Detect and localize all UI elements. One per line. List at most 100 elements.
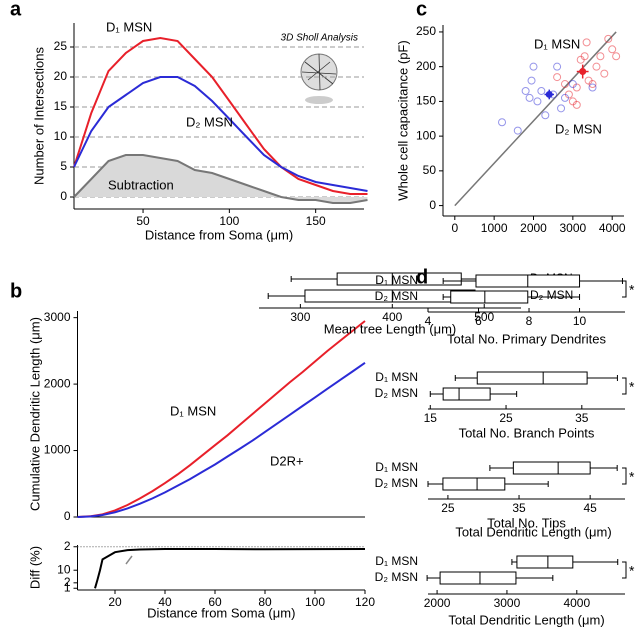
box-name: D₁ MSN [375,554,418,568]
x-tick-label: 50 [136,214,150,228]
neuron-icon [300,53,338,104]
y-tick-label: 2 [64,575,71,589]
series-label: Subtraction [108,177,174,192]
box [336,272,462,286]
point [498,118,507,127]
point [580,52,589,61]
x-tick-label: 2000 [520,221,547,235]
area [74,155,368,203]
bracket [622,377,627,395]
box-name: D₁ MSN [375,460,418,474]
point [533,97,542,106]
point [541,111,550,120]
significance: * [629,379,635,395]
point [588,80,597,89]
x-tick-label: 150 [306,214,326,228]
y-tick-label: 2000 [44,376,71,390]
x-tick-label: 35 [575,411,589,425]
line [94,548,366,589]
x-tick-label: 3000 [494,596,521,610]
box-name: D₂ MSN [530,288,573,302]
box-name: D₂ MSN [375,476,418,490]
y-tick-label: 0 [64,509,71,523]
x-tick-label: 500 [474,310,494,324]
point [521,86,530,95]
x-tick-label: 10 [573,314,587,328]
point [529,62,538,71]
x-tick-label: 15 [424,411,438,425]
box-name: D₁ MSN [375,273,418,287]
x-tick-label: 60 [208,595,222,609]
mean-point [545,90,553,98]
y-tick-label: 5 [60,159,67,173]
x-tick-label: 4000 [563,596,590,610]
point [600,69,609,78]
y-tick-label: 150 [416,94,436,108]
mean-point [579,68,587,76]
y-tick-label: 250 [416,24,436,38]
y-tick-label: 200 [416,59,436,73]
y-tick-label: 15 [54,99,68,113]
bracket [622,561,627,579]
arrow [125,555,133,565]
panel-letter: c [416,0,427,20]
series-label: D₁ MSN [106,19,152,34]
box-name: D₁ MSN [375,370,418,384]
point [588,83,597,92]
significance: * [629,469,635,485]
x-tick-label: 3000 [559,221,586,235]
y-axis-label: Diff (%) [27,546,42,589]
x-axis-label: Total No. Branch Points [459,425,595,440]
x-tick-label: 20 [108,595,122,609]
x-tick-label: 120 [355,595,375,609]
point [560,93,569,102]
y-tick-label: 0 [60,189,67,203]
box [439,571,517,585]
point [596,52,605,61]
y-axis-label: Whole cell capacitance (pF) [395,40,410,200]
y-tick-label: 100 [416,128,436,142]
x-axis-label: Total Dendritic Length (μm) [448,612,604,627]
point [604,34,613,43]
y-tick-label: 0 [429,198,436,212]
x-tick-label: 35 [512,501,526,515]
point [560,80,569,89]
series-label: D₂ MSN [186,114,233,129]
x-axis-label: Total No. Primary Dendrites [447,331,606,346]
point [568,80,577,89]
point [527,76,536,85]
line [73,76,368,192]
x-tick-label: 100 [305,595,325,609]
y-tick-label: 20 [54,69,68,83]
x-axis-label: Total No. Tips [487,515,566,530]
point [513,126,522,135]
y-tick-label: 10 [54,129,68,143]
box-name: D₂ MSN [375,570,418,584]
y-tick-label: 25 [54,39,68,53]
x-tick-label: 25 [441,501,455,515]
line [77,361,366,518]
x-tick-label: 300 [290,310,310,324]
point [572,100,581,109]
series-label: D₁ MSN [534,36,580,51]
y-tick-label: 10 [57,562,71,576]
x-tick-label: 45 [583,501,597,515]
series-label: D2R+ [270,453,304,468]
reference-line [454,31,617,207]
box [442,387,491,401]
annotation: 3D Sholl Analysis [281,33,358,44]
y-axis-label: Number of Intersections [31,47,46,186]
point [592,62,601,71]
panel-letter: b [10,280,22,302]
x-tick-label: 80 [258,595,272,609]
line [77,320,366,518]
y-tick-label: 2 [64,539,71,553]
x-tick-label: 8 [526,314,533,328]
significance: * [629,282,635,298]
x-axis-label: Distance from Soma (μm) [147,605,295,620]
bracket [622,467,627,485]
box [442,477,506,491]
y-tick-label: 1000 [44,443,71,457]
x-tick-label: 4 [425,314,432,328]
